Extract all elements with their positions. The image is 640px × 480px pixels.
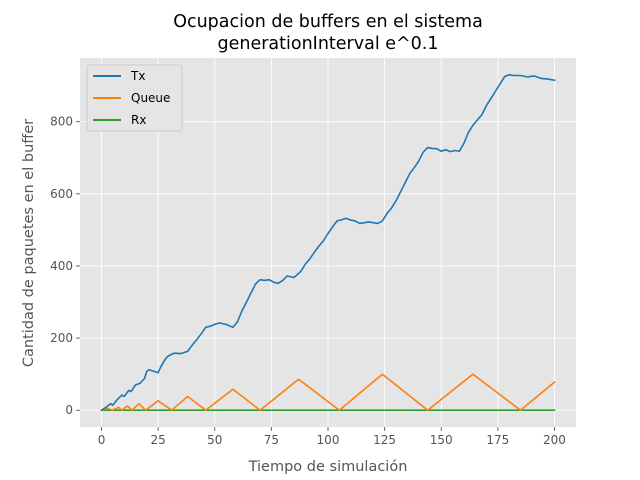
x-tick-label: 50 — [207, 433, 222, 447]
chart-title-line-1: Ocupacion de buffers en el sistema — [173, 12, 483, 32]
x-axis-ticks: 0 25 50 75 100 125 150 175 200 — [98, 427, 566, 447]
x-tick-label: 25 — [150, 433, 165, 447]
x-tick-label: 100 — [317, 433, 340, 447]
x-tick-label: 0 — [98, 433, 106, 447]
legend-label-tx: Tx — [130, 69, 145, 83]
y-tick-label: 600 — [50, 187, 73, 201]
legend-label-queue: Queue — [131, 91, 170, 105]
chart-title-line-2: generationInterval e^0.1 — [217, 34, 438, 54]
y-tick-label: 400 — [50, 259, 73, 273]
y-tick-label: 200 — [50, 331, 73, 345]
y-tick-label: 0 — [65, 403, 73, 417]
y-axis-label: Cantidad de paquetes en el buffer — [21, 119, 37, 367]
x-tick-label: 175 — [486, 433, 509, 447]
x-axis-label: Tiempo de simulación — [248, 459, 408, 475]
x-tick-label: 150 — [430, 433, 453, 447]
x-tick-label: 125 — [373, 433, 396, 447]
legend-label-rx: Rx — [131, 113, 146, 127]
y-axis-ticks: 0 200 400 600 800 — [50, 115, 80, 417]
series-line-queue — [100, 373, 556, 412]
series-line-tx — [100, 74, 556, 412]
x-tick-label: 75 — [264, 433, 279, 447]
series-lines — [100, 74, 556, 412]
x-tick-label: 200 — [543, 433, 566, 447]
y-tick-label: 800 — [50, 115, 73, 129]
legend: Tx Queue Rx — [86, 64, 183, 132]
legend-frame — [86, 64, 183, 132]
